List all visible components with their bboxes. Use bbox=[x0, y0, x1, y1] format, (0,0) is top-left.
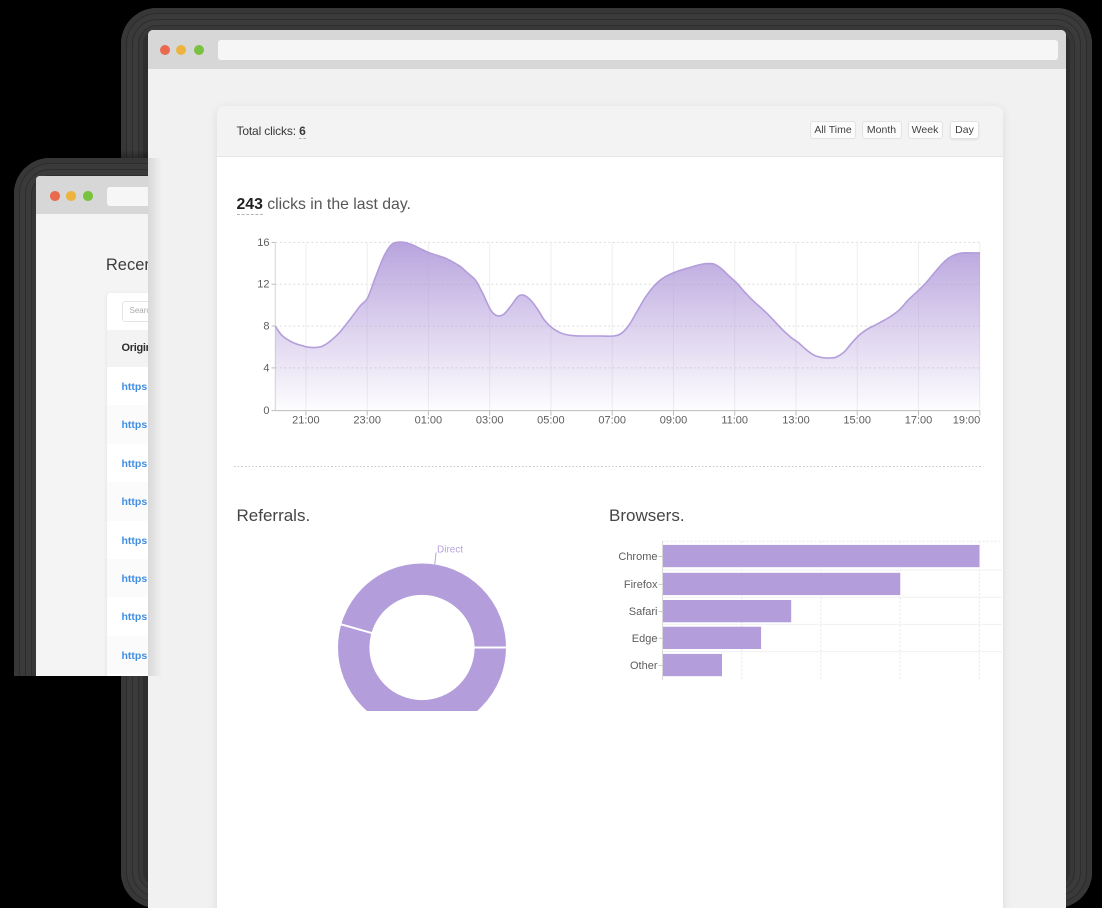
svg-text:12: 12 bbox=[257, 278, 269, 290]
svg-text:4: 4 bbox=[263, 362, 269, 374]
svg-text:Edge: Edge bbox=[632, 633, 658, 645]
svg-text:Other: Other bbox=[630, 660, 658, 672]
svg-text:05:00: 05:00 bbox=[537, 414, 565, 426]
svg-text:11:00: 11:00 bbox=[721, 414, 748, 426]
svg-text:23:00: 23:00 bbox=[353, 414, 381, 426]
svg-text:Firefox: Firefox bbox=[624, 579, 658, 591]
svg-text:01:00: 01:00 bbox=[414, 414, 442, 426]
svg-text:21:00: 21:00 bbox=[292, 414, 320, 426]
svg-text:0: 0 bbox=[263, 405, 269, 417]
svg-text:Safari: Safari bbox=[629, 606, 658, 618]
svg-text:Chrome: Chrome bbox=[618, 551, 657, 563]
svg-text:8: 8 bbox=[263, 320, 269, 332]
svg-text:09:00: 09:00 bbox=[659, 414, 687, 426]
svg-text:17:00: 17:00 bbox=[904, 414, 932, 426]
svg-text:13:00: 13:00 bbox=[782, 414, 810, 426]
svg-text:16: 16 bbox=[257, 236, 269, 248]
svg-text:07:00: 07:00 bbox=[598, 414, 626, 426]
svg-text:15:00: 15:00 bbox=[843, 414, 871, 426]
svg-text:Direct: Direct bbox=[437, 544, 463, 555]
svg-text:03:00: 03:00 bbox=[475, 414, 503, 426]
svg-text:19:00: 19:00 bbox=[952, 414, 980, 426]
